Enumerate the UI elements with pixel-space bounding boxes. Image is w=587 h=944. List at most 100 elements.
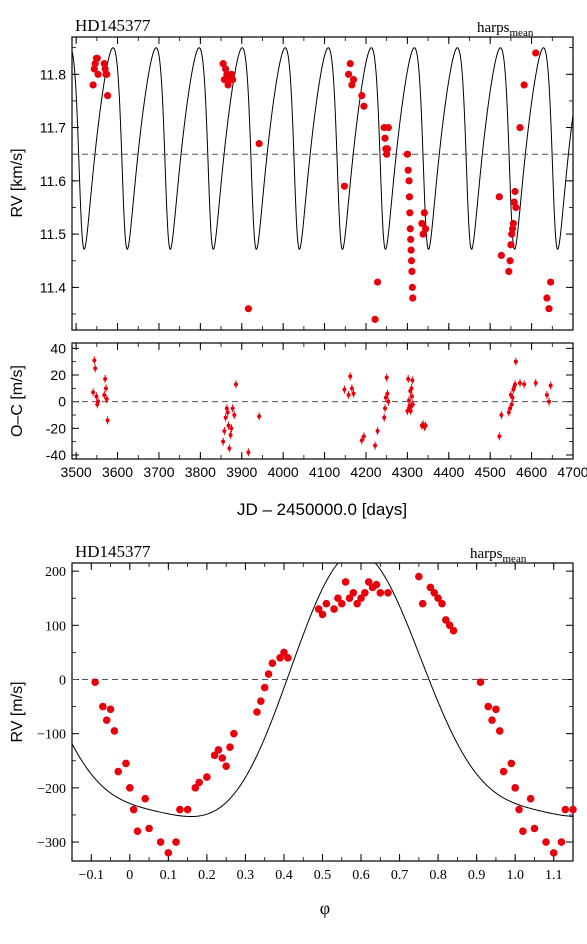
phase-point bbox=[492, 705, 500, 714]
rv-time-point bbox=[545, 305, 553, 313]
residual-points bbox=[91, 356, 553, 457]
rv-time-point bbox=[543, 294, 551, 302]
phase-xtick-label: 0.5 bbox=[314, 868, 332, 883]
residual-point bbox=[92, 358, 97, 363]
rv-time-point bbox=[94, 70, 102, 78]
phase-point bbox=[280, 648, 288, 657]
phase-instrument-sub: mean bbox=[503, 553, 527, 565]
residual-xtick-label: 4500 bbox=[475, 464, 506, 480]
residual-point bbox=[93, 366, 98, 371]
phase-point bbox=[106, 705, 115, 714]
rv-time-point bbox=[344, 70, 353, 78]
residual-point bbox=[94, 394, 99, 399]
residual-xtick-label: 3700 bbox=[143, 464, 174, 480]
rv-time-points bbox=[89, 49, 555, 323]
phase-point bbox=[334, 594, 342, 603]
phase-point bbox=[507, 759, 516, 768]
phase-point bbox=[476, 678, 485, 686]
phase-point bbox=[314, 605, 323, 613]
phase-xtick-label: 0.8 bbox=[429, 868, 447, 883]
rv-time-point bbox=[406, 225, 414, 233]
phase-point bbox=[126, 784, 134, 792]
residual-point bbox=[361, 434, 366, 439]
phase-point bbox=[226, 743, 234, 752]
rv-time-point bbox=[516, 123, 524, 132]
phase-point bbox=[526, 794, 535, 803]
rv-time-point bbox=[407, 246, 415, 254]
phase-point bbox=[557, 838, 566, 846]
phase-point bbox=[418, 599, 427, 608]
rv-time-instrument: harpsmean bbox=[477, 20, 534, 39]
rv-time-point bbox=[406, 209, 414, 217]
residual-xtick-label: 4000 bbox=[268, 464, 299, 480]
rv-time-point bbox=[509, 219, 517, 228]
phase-point bbox=[353, 599, 361, 608]
phase-point bbox=[122, 759, 130, 768]
rv-time-point bbox=[408, 267, 416, 275]
phase-xtick-label: 1.1 bbox=[545, 868, 563, 883]
phase-point bbox=[141, 794, 150, 803]
phase-model-curve bbox=[71, 562, 573, 818]
residual-point bbox=[105, 418, 110, 423]
phase-xtick-label: 0.2 bbox=[198, 868, 216, 883]
residual-point bbox=[499, 413, 504, 417]
phase-point bbox=[322, 599, 331, 608]
phase-point bbox=[519, 827, 527, 835]
residual-point bbox=[544, 393, 549, 397]
phase-point bbox=[114, 767, 123, 776]
residual-xtick-label: 4700 bbox=[557, 464, 587, 480]
residual-xtick-label: 3600 bbox=[102, 464, 133, 480]
residual-point bbox=[497, 434, 502, 439]
phase-point bbox=[438, 599, 446, 608]
residual-xlabel: JD – 2450000.0 [days] bbox=[237, 500, 407, 519]
residual-point bbox=[385, 391, 390, 396]
rv-time-axes: 11.4 11.5 11.6 11.7 11.8 bbox=[40, 37, 574, 330]
residual-point bbox=[373, 443, 378, 448]
phase-point bbox=[495, 727, 504, 735]
residual-point bbox=[382, 415, 387, 420]
phase-point bbox=[372, 580, 381, 589]
rv-time-point bbox=[532, 49, 540, 57]
residual-point bbox=[548, 383, 553, 388]
rv-time-point bbox=[349, 76, 358, 84]
residual-point bbox=[222, 429, 227, 433]
residual-xtick-label: 4200 bbox=[350, 464, 381, 480]
residual-xtick-label: 3900 bbox=[226, 464, 257, 480]
residual-point bbox=[91, 390, 96, 395]
phase-xtick-label: 1.0 bbox=[506, 868, 524, 883]
residual-point bbox=[423, 423, 428, 428]
phase-point bbox=[341, 578, 350, 586]
residual-ytick-label: 20 bbox=[50, 367, 66, 383]
residual-ytick-label: -40 bbox=[46, 447, 66, 463]
phase-point bbox=[253, 708, 261, 716]
phase-point bbox=[222, 762, 230, 770]
residual-point bbox=[384, 375, 389, 380]
residual-ytick-label: -20 bbox=[46, 420, 66, 436]
phase-point bbox=[569, 805, 577, 814]
phase-point bbox=[102, 716, 111, 724]
phase-panel: HD145377 harpsmean RV [m/s] φ −0.1 0 0.1 0.… bbox=[9, 542, 577, 918]
rv-time-point bbox=[547, 278, 555, 286]
phase-xtick-label: 0.4 bbox=[275, 868, 293, 883]
phase-point bbox=[284, 654, 292, 662]
rv-time-title: HD145377 bbox=[75, 16, 151, 35]
rv-time-point bbox=[405, 193, 414, 201]
rv-time-point bbox=[90, 65, 98, 73]
residual-point bbox=[346, 393, 351, 397]
phase-point bbox=[337, 599, 346, 608]
residual-point bbox=[103, 386, 108, 391]
residual-point bbox=[383, 406, 388, 411]
phase-point bbox=[172, 838, 180, 846]
rv-time-point bbox=[405, 177, 413, 185]
phase-ylabel: RV [m/s] bbox=[9, 681, 26, 742]
phase-instrument-main: harps bbox=[470, 546, 503, 562]
residual-point bbox=[383, 395, 388, 400]
phase-point bbox=[156, 838, 165, 846]
phase-point bbox=[345, 594, 354, 603]
residual-xtick-label: 3800 bbox=[185, 464, 216, 480]
rv-time-point bbox=[358, 92, 366, 100]
phase-ytick-label: 200 bbox=[45, 565, 66, 580]
phase-ytick-label: −200 bbox=[37, 782, 66, 797]
phase-point bbox=[434, 594, 442, 603]
